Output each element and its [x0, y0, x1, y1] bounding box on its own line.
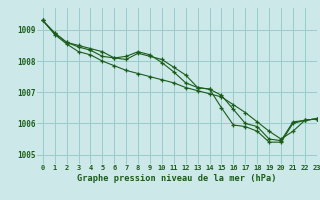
X-axis label: Graphe pression niveau de la mer (hPa): Graphe pression niveau de la mer (hPa): [77, 174, 276, 183]
